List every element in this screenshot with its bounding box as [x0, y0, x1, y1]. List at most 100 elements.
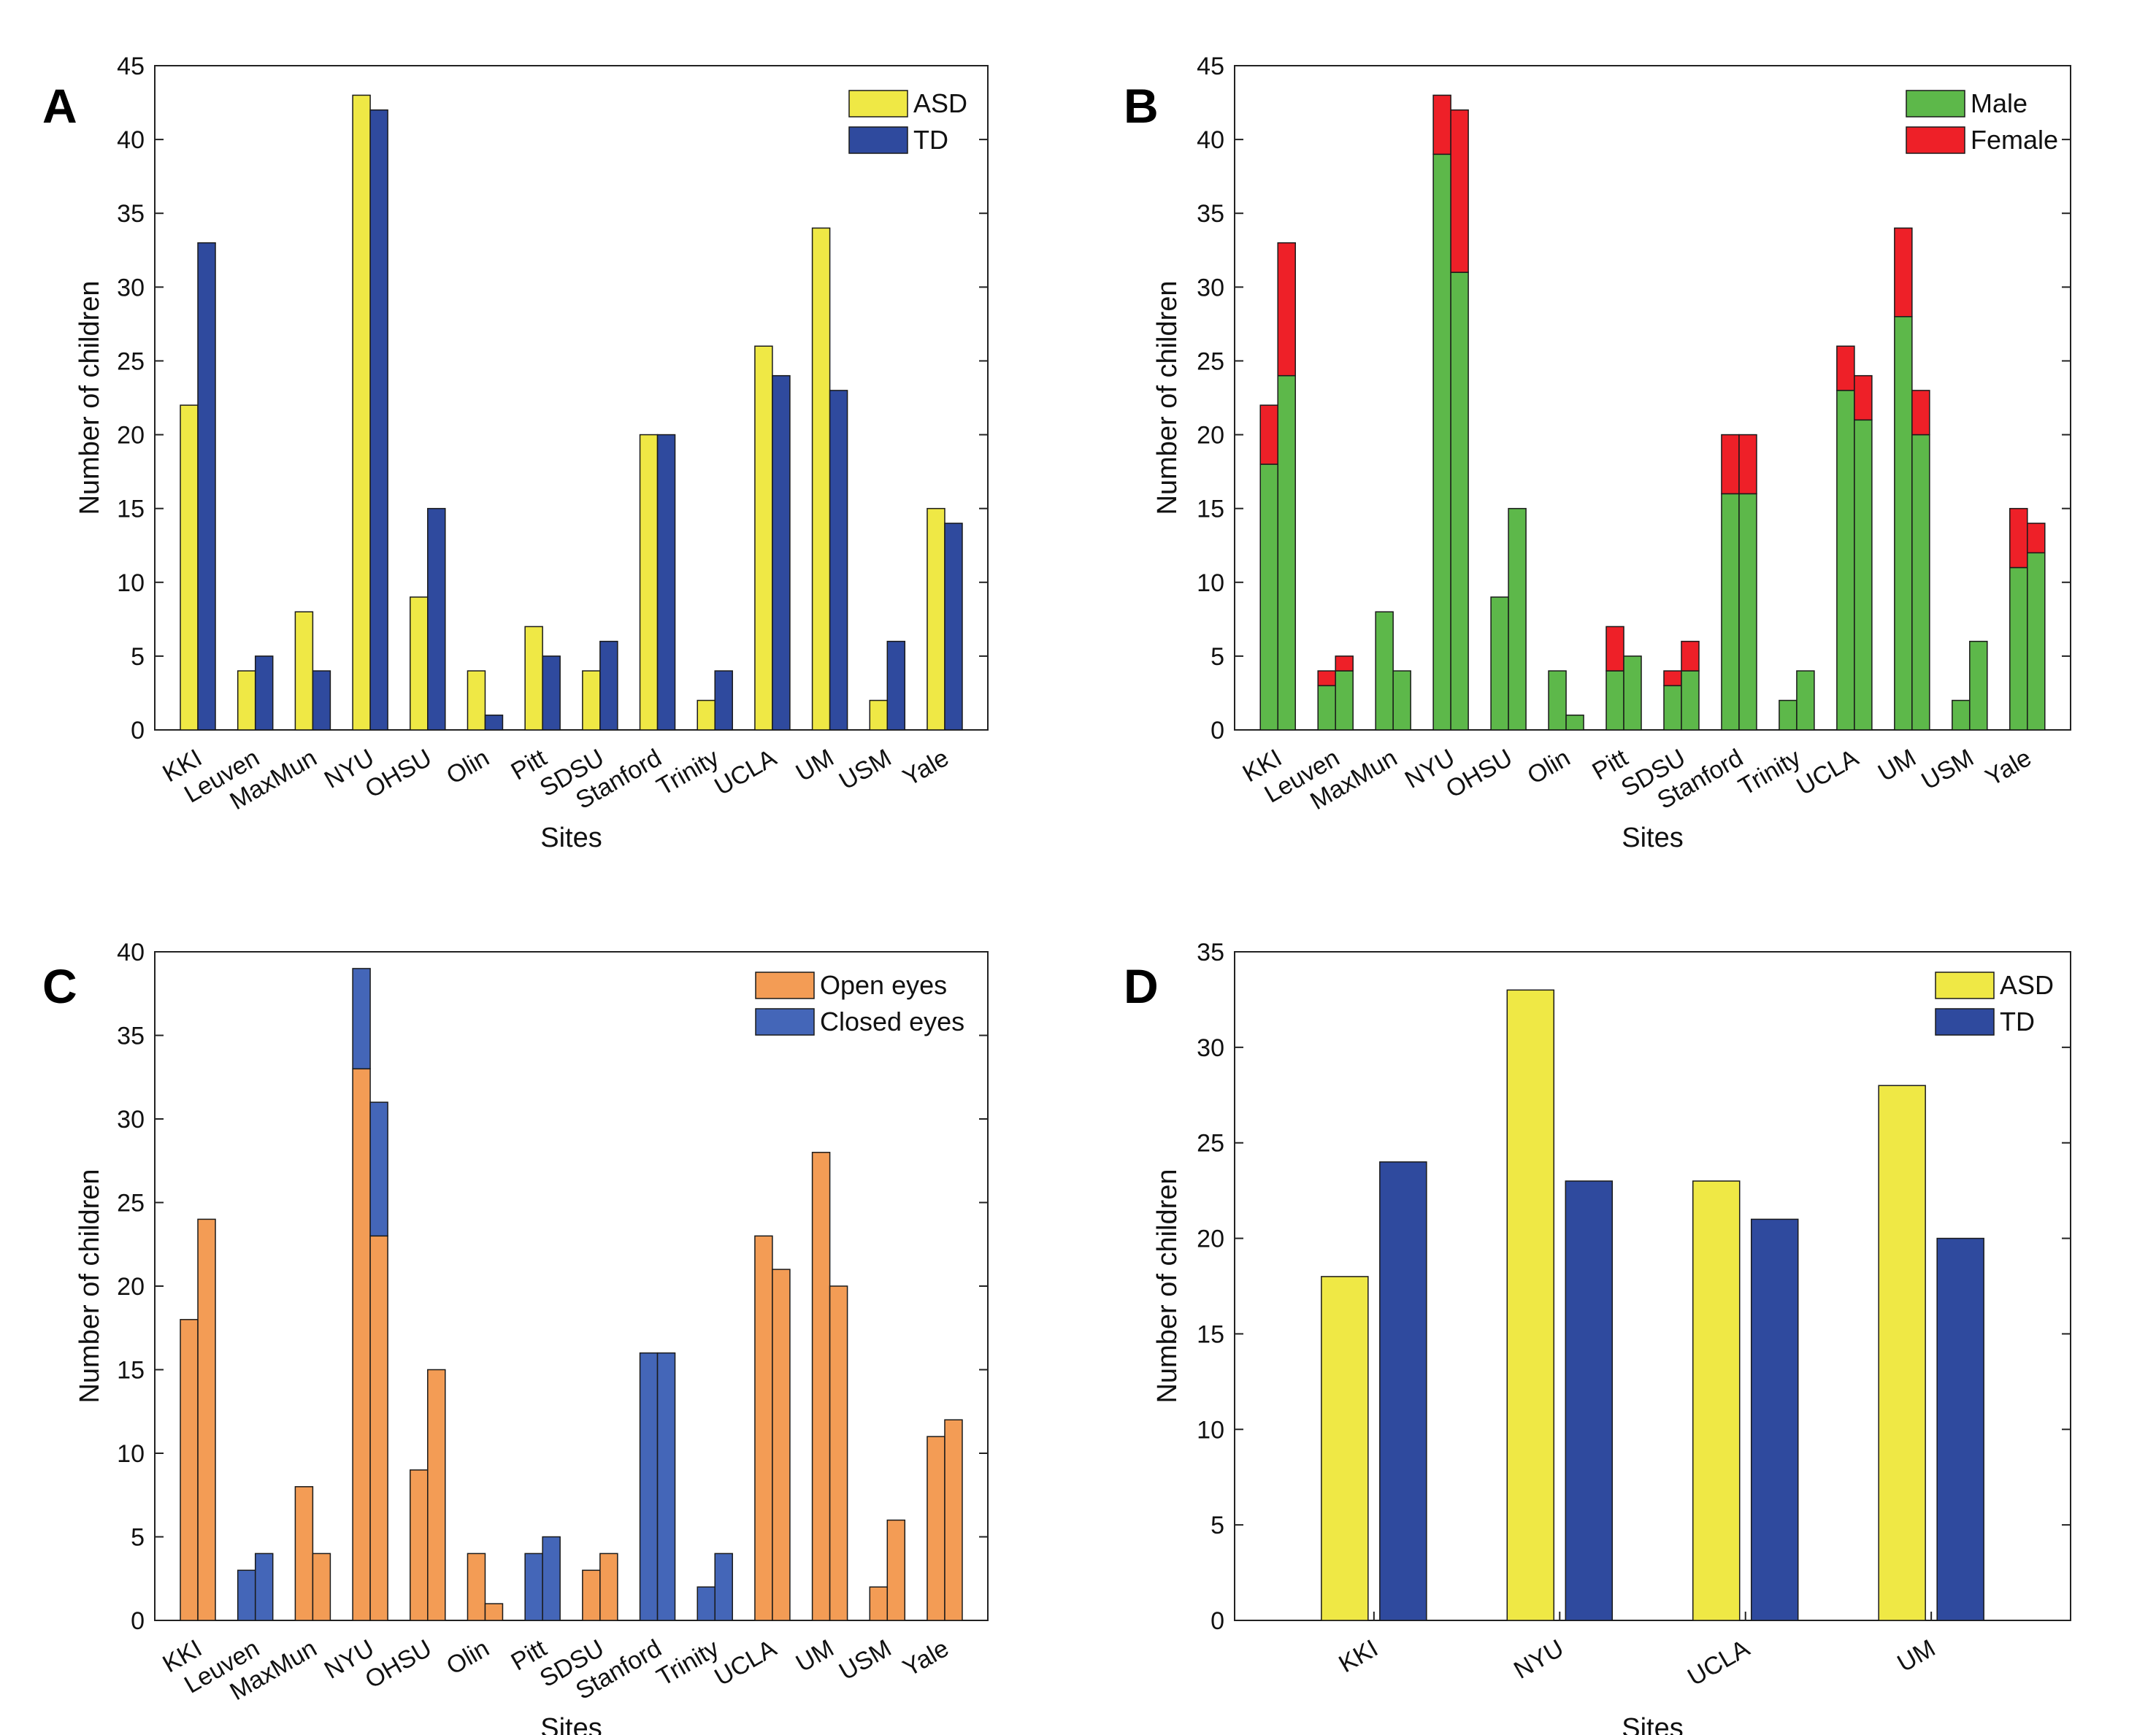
- bar-b-leuven-td-male: [1335, 670, 1354, 731]
- bar-b-leuven-asd-female: [1317, 670, 1336, 687]
- bar-c-maxmun-td-open-eyes: [312, 1553, 331, 1621]
- bar-b-ucla-td-male: [1854, 419, 1873, 731]
- chart-a-legend-label-asd: ASD: [913, 88, 967, 118]
- bar-b-sdsu-asd-male: [1663, 685, 1682, 731]
- bar-b-stanford-td-male: [1738, 493, 1757, 731]
- bar-c-olin-asd-open-eyes: [467, 1553, 486, 1621]
- chart-d-legend-swatch-asd: [1935, 972, 1995, 999]
- chart-b-xtick-label-usm: USM: [1917, 744, 1978, 796]
- chart-b-ytick-label: 40: [1197, 126, 1224, 154]
- bar-a-stanford-td: [656, 434, 676, 731]
- chart-a-legend-swatch-td: [848, 126, 908, 154]
- chart-b-axes-box: [1234, 65, 2071, 731]
- panel-b: B 0 5 10 15 20 25 30 35 40 45 KKI Leuven MaxMun NYU OH…: [1078, 0, 2155, 867]
- chart-a-xtick-label-olin: Olin: [442, 744, 494, 790]
- chart-a-xtick-label-ohsu: OHSU: [361, 744, 437, 804]
- chart-a-ytick-label: 10: [117, 569, 145, 597]
- bar-c-olin-td-open-eyes: [484, 1603, 504, 1621]
- panel-letter-c: C: [42, 959, 77, 1013]
- bar-b-nyu-asd-female: [1432, 94, 1451, 155]
- bar-d-um-td: [1936, 1237, 1984, 1621]
- chart-c-xtick-label-trinity: Trinity: [652, 1634, 724, 1692]
- bar-d-um-asd: [1878, 1085, 1926, 1621]
- chart-c-legend-label-closed-eyes: Closed eyes: [820, 1007, 964, 1036]
- bar-c-kki-td-open-eyes: [197, 1218, 216, 1621]
- bar-b-ohsu-asd-male: [1490, 596, 1509, 731]
- bar-c-um-td-open-eyes: [829, 1285, 848, 1621]
- chart-b-ytick-label: 30: [1197, 274, 1224, 301]
- chart-a-xtick-label-usm: USM: [835, 744, 896, 796]
- bar-b-yale-td-male: [2027, 552, 2046, 731]
- bar-b-um-asd-male: [1894, 316, 1913, 731]
- bar-c-usm-asd-open-eyes: [869, 1586, 889, 1621]
- chart-d-legend-label-td: TD: [2000, 1007, 2035, 1036]
- chart-b-x-axis-title: Sites: [1622, 823, 1683, 853]
- bar-b-kki-asd-female: [1259, 404, 1278, 465]
- bar-a-kki-td: [197, 242, 216, 731]
- chart-d-ytick-label: 20: [1197, 1226, 1224, 1253]
- bar-c-stanford-td-closed-eyes: [656, 1352, 676, 1621]
- chart-a-ytick-label: 0: [131, 717, 145, 745]
- bar-a-ucla-asd: [754, 345, 773, 731]
- bar-b-ohsu-td-male: [1508, 507, 1527, 731]
- chart-c-legend-label-open-eyes: Open eyes: [820, 970, 947, 1000]
- chart-c-xtick-label-ucla: UCLA: [710, 1634, 781, 1691]
- chart-d-y-axis-title: Number of children: [1152, 1169, 1183, 1403]
- bar-c-ucla-td-open-eyes: [772, 1269, 791, 1621]
- bar-b-um-asd-female: [1894, 227, 1913, 318]
- bar-c-ohsu-td-open-eyes: [427, 1369, 446, 1621]
- chart-c-xtick-label-ohsu: OHSU: [361, 1634, 437, 1694]
- chart-c-ytick-label: 25: [117, 1190, 145, 1217]
- chart-c-ytick-label: 20: [117, 1273, 145, 1301]
- bar-d-kki-td: [1379, 1161, 1427, 1621]
- chart-c-y-axis-title: Number of children: [74, 1169, 105, 1403]
- chart-d-ytick-label: 35: [1197, 939, 1224, 966]
- chart-a-xtick-label-ucla: UCLA: [710, 744, 781, 801]
- bar-b-usm-asd-male: [1952, 699, 1971, 731]
- chart-a-ytick-label: 40: [117, 126, 145, 154]
- panel-letter-a: A: [42, 79, 77, 133]
- bar-b-yale-td-female: [2027, 523, 2046, 554]
- bar-c-stanford-asd-closed-eyes: [639, 1352, 659, 1621]
- chart-c-xtick-label-olin: Olin: [442, 1634, 494, 1680]
- bar-c-nyu-td-open-eyes: [369, 1235, 388, 1621]
- bar-d-nyu-asd: [1506, 989, 1555, 1621]
- chart-b-ytick-label: 45: [1197, 53, 1224, 80]
- bar-b-nyu-td-female: [1450, 109, 1469, 273]
- chart-b-bar-chart: 051015202530354045KKILeuvenMaxMunNYUOHSU…: [1152, 53, 2071, 853]
- chart-a-ytick-label: 35: [117, 200, 145, 228]
- bar-b-pitt-asd-male: [1606, 670, 1624, 731]
- chart-c-ytick-label: 0: [131, 1607, 145, 1635]
- chart-c-xtick-label-usm: USM: [835, 1634, 896, 1686]
- bar-a-ohsu-asd: [410, 596, 429, 731]
- bar-a-trinity-asd: [697, 699, 716, 731]
- chart-d-xtick-label-nyu: NYU: [1509, 1634, 1568, 1685]
- chart-b-xtick-label-ucla: UCLA: [1792, 744, 1863, 801]
- chart-a-y-axis-title: Number of children: [74, 280, 105, 515]
- bar-b-pitt-asd-female: [1606, 626, 1624, 672]
- bar-b-olin-asd-male: [1548, 670, 1567, 731]
- chart-d-bar-chart: 0 5 10 15 20 25 30 35 KKI NYU UCLA UM Sites Number of…: [1152, 939, 2071, 1735]
- bar-a-ucla-td: [772, 374, 791, 731]
- chart-a-ytick-label: 30: [117, 274, 145, 301]
- chart-d-x-axis-title: Sites: [1622, 1713, 1683, 1735]
- chart-d-ytick-label: 25: [1197, 1130, 1224, 1158]
- chart-d-xtick-label-kki: KKI: [1334, 1634, 1382, 1678]
- bar-c-yale-td-open-eyes: [944, 1419, 963, 1621]
- panel-a: A 0 5 10 15 20 25 30 35 40 45 KKI Leuven MaxMun NYU OH…: [0, 0, 1078, 867]
- chart-d-ytick-label: 5: [1211, 1512, 1224, 1539]
- chart-d-ytick-label: 0: [1211, 1607, 1224, 1635]
- bar-c-nyu-asd-open-eyes: [352, 1068, 371, 1621]
- chart-a-xtick-label-um: UM: [791, 744, 839, 787]
- bar-b-nyu-td-male: [1450, 272, 1469, 731]
- bar-c-nyu-td-closed-eyes: [369, 1101, 388, 1237]
- bar-a-ohsu-td: [427, 507, 446, 731]
- chart-b-xtick-label-yale: Yale: [1981, 744, 2036, 792]
- chart-c-legend-swatch-open-eyes: [755, 972, 815, 999]
- panel-c: C 0 5 10 15 20 25 30 35 40 KKI Leuven MaxMun NYU OHSU…: [0, 867, 1078, 1735]
- bar-a-olin-asd: [467, 670, 486, 731]
- chart-d-ytick-label: 15: [1197, 1320, 1224, 1348]
- chart-b-ytick-label: 10: [1197, 569, 1224, 597]
- bar-a-yale-td: [944, 523, 963, 731]
- chart-b-legend-label-male: Male: [1971, 88, 2028, 118]
